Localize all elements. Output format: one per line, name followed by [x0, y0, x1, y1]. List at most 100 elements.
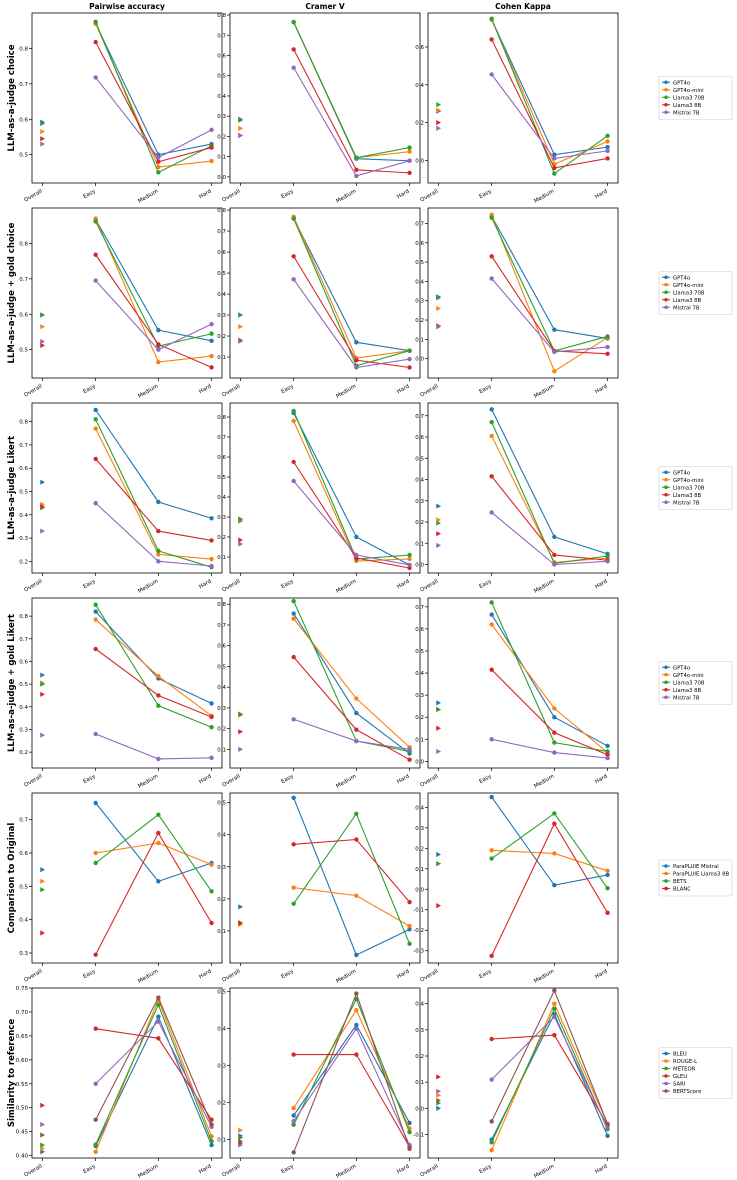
data-point	[93, 426, 98, 431]
data-point	[354, 991, 359, 996]
y-tick-label: 0.4	[217, 833, 226, 839]
data-point	[209, 127, 214, 133]
x-tick-label: Overall	[221, 773, 241, 788]
legend-entry: GPT4o	[662, 275, 690, 281]
y-tick-label: 0.0	[415, 1106, 424, 1112]
data-point	[605, 749, 610, 754]
legend-marker	[664, 102, 668, 107]
data-point	[291, 616, 296, 621]
y-tick-label: 0.7	[19, 443, 28, 449]
data-point	[605, 1125, 610, 1131]
data-point	[605, 334, 610, 339]
panel-1-2: 0.0 0.1 0.2 0.3 0.4 0.5 0.6 0.7 Overall Easy Mediu…	[415, 207, 619, 400]
y-tick-label: 0.0	[415, 357, 424, 363]
data-point	[93, 75, 98, 80]
data-point	[209, 1122, 214, 1127]
data-point	[93, 646, 98, 652]
axes-frame	[31, 597, 223, 769]
data-point	[156, 559, 161, 564]
data-point	[489, 419, 494, 425]
data-point	[93, 800, 98, 806]
x-tick-label: Overall	[23, 188, 43, 203]
data-point	[407, 145, 412, 150]
panel-2-2: 0.0 0.1 0.2 0.3 0.4 0.5 0.6 0.7 Overall Easy Mediu…	[415, 402, 619, 595]
overall-marker	[40, 1145, 46, 1152]
overall-marker	[238, 323, 244, 330]
data-point	[156, 1002, 161, 1007]
data-point	[489, 612, 494, 617]
legend-label: Llama3 70B	[673, 680, 705, 686]
overall-marker	[238, 904, 244, 910]
x-tick-label: Hard	[594, 579, 608, 591]
data-point	[354, 696, 359, 701]
y-tick-label: 0.2	[415, 520, 424, 526]
legend-marker	[664, 275, 668, 280]
overall-marker	[238, 312, 244, 318]
y-tick-label: 0.2	[415, 318, 424, 324]
data-point	[93, 407, 98, 413]
legend-marker	[664, 680, 668, 685]
y-tick-label: 0.8	[19, 241, 28, 247]
data-point	[605, 144, 610, 150]
data-point	[291, 459, 296, 465]
x-tick-label: Medium	[335, 189, 357, 205]
y-tick-label: 0.3	[217, 1064, 226, 1070]
legend-label: Llama3 8B	[673, 103, 701, 109]
x-tick-label: Medium	[533, 1164, 555, 1180]
x-tick-label: Easy	[478, 773, 493, 785]
x-tick-label: Hard	[594, 1164, 608, 1176]
series-mistral-7b	[238, 717, 412, 752]
x-tick-label: Overall	[23, 773, 43, 788]
axes-frame	[229, 12, 421, 184]
data-point	[291, 1105, 296, 1111]
data-point	[605, 351, 610, 357]
row-label: Comparison to Original	[7, 823, 17, 934]
data-point	[489, 848, 494, 853]
series-parapluie-llama3-8b	[40, 840, 214, 884]
legend-marker	[664, 687, 668, 692]
data-point	[93, 1117, 98, 1122]
x-tick-label: Overall	[419, 773, 439, 788]
data-point	[354, 1007, 359, 1013]
legend-marker	[664, 695, 668, 700]
legend-label: GPT4o	[673, 80, 690, 86]
data-point	[93, 860, 98, 866]
data-point	[209, 556, 214, 562]
y-tick-label: 0.7	[217, 623, 226, 629]
overall-marker	[436, 107, 442, 113]
legend-box	[658, 1047, 733, 1099]
data-point	[93, 1149, 98, 1154]
y-tick-label: 0.3	[19, 536, 28, 542]
panel-2-1: 0.1 0.2 0.3 0.4 0.5 0.6 0.7 0.8 Overall Easy Mediu…	[217, 402, 421, 595]
data-point	[291, 418, 296, 424]
data-point	[552, 534, 557, 540]
data-point	[209, 338, 214, 344]
overall-marker	[436, 1097, 442, 1104]
legend-entry: Mistral 7B	[662, 305, 700, 311]
y-tick-label: 0.7	[217, 229, 226, 235]
data-point	[489, 794, 494, 800]
y-tick-label: 0.45	[16, 1130, 29, 1136]
legend-marker	[664, 477, 668, 482]
data-point	[156, 995, 161, 1000]
y-tick-label: 0.1	[217, 929, 226, 935]
legend-label: Mistral 7B	[673, 500, 700, 506]
series-mistral-7b	[238, 478, 412, 568]
overall-marker	[436, 102, 442, 108]
x-tick-label: Medium	[335, 1164, 357, 1180]
series-bets	[436, 811, 610, 891]
legend-marker	[664, 1089, 668, 1093]
x-tick-label: Hard	[198, 189, 212, 201]
legend-entry: METEOR	[662, 1067, 696, 1073]
series-bertscore	[40, 995, 214, 1138]
data-point	[291, 47, 296, 52]
y-tick-label: 0.65	[16, 1034, 29, 1040]
x-tick-label: Easy	[478, 383, 493, 395]
data-point	[552, 152, 557, 157]
y-tick-label: 0.8	[19, 46, 28, 52]
legend-entry: BERTScore	[662, 1089, 701, 1095]
data-point	[552, 1006, 557, 1012]
data-point	[156, 703, 161, 708]
